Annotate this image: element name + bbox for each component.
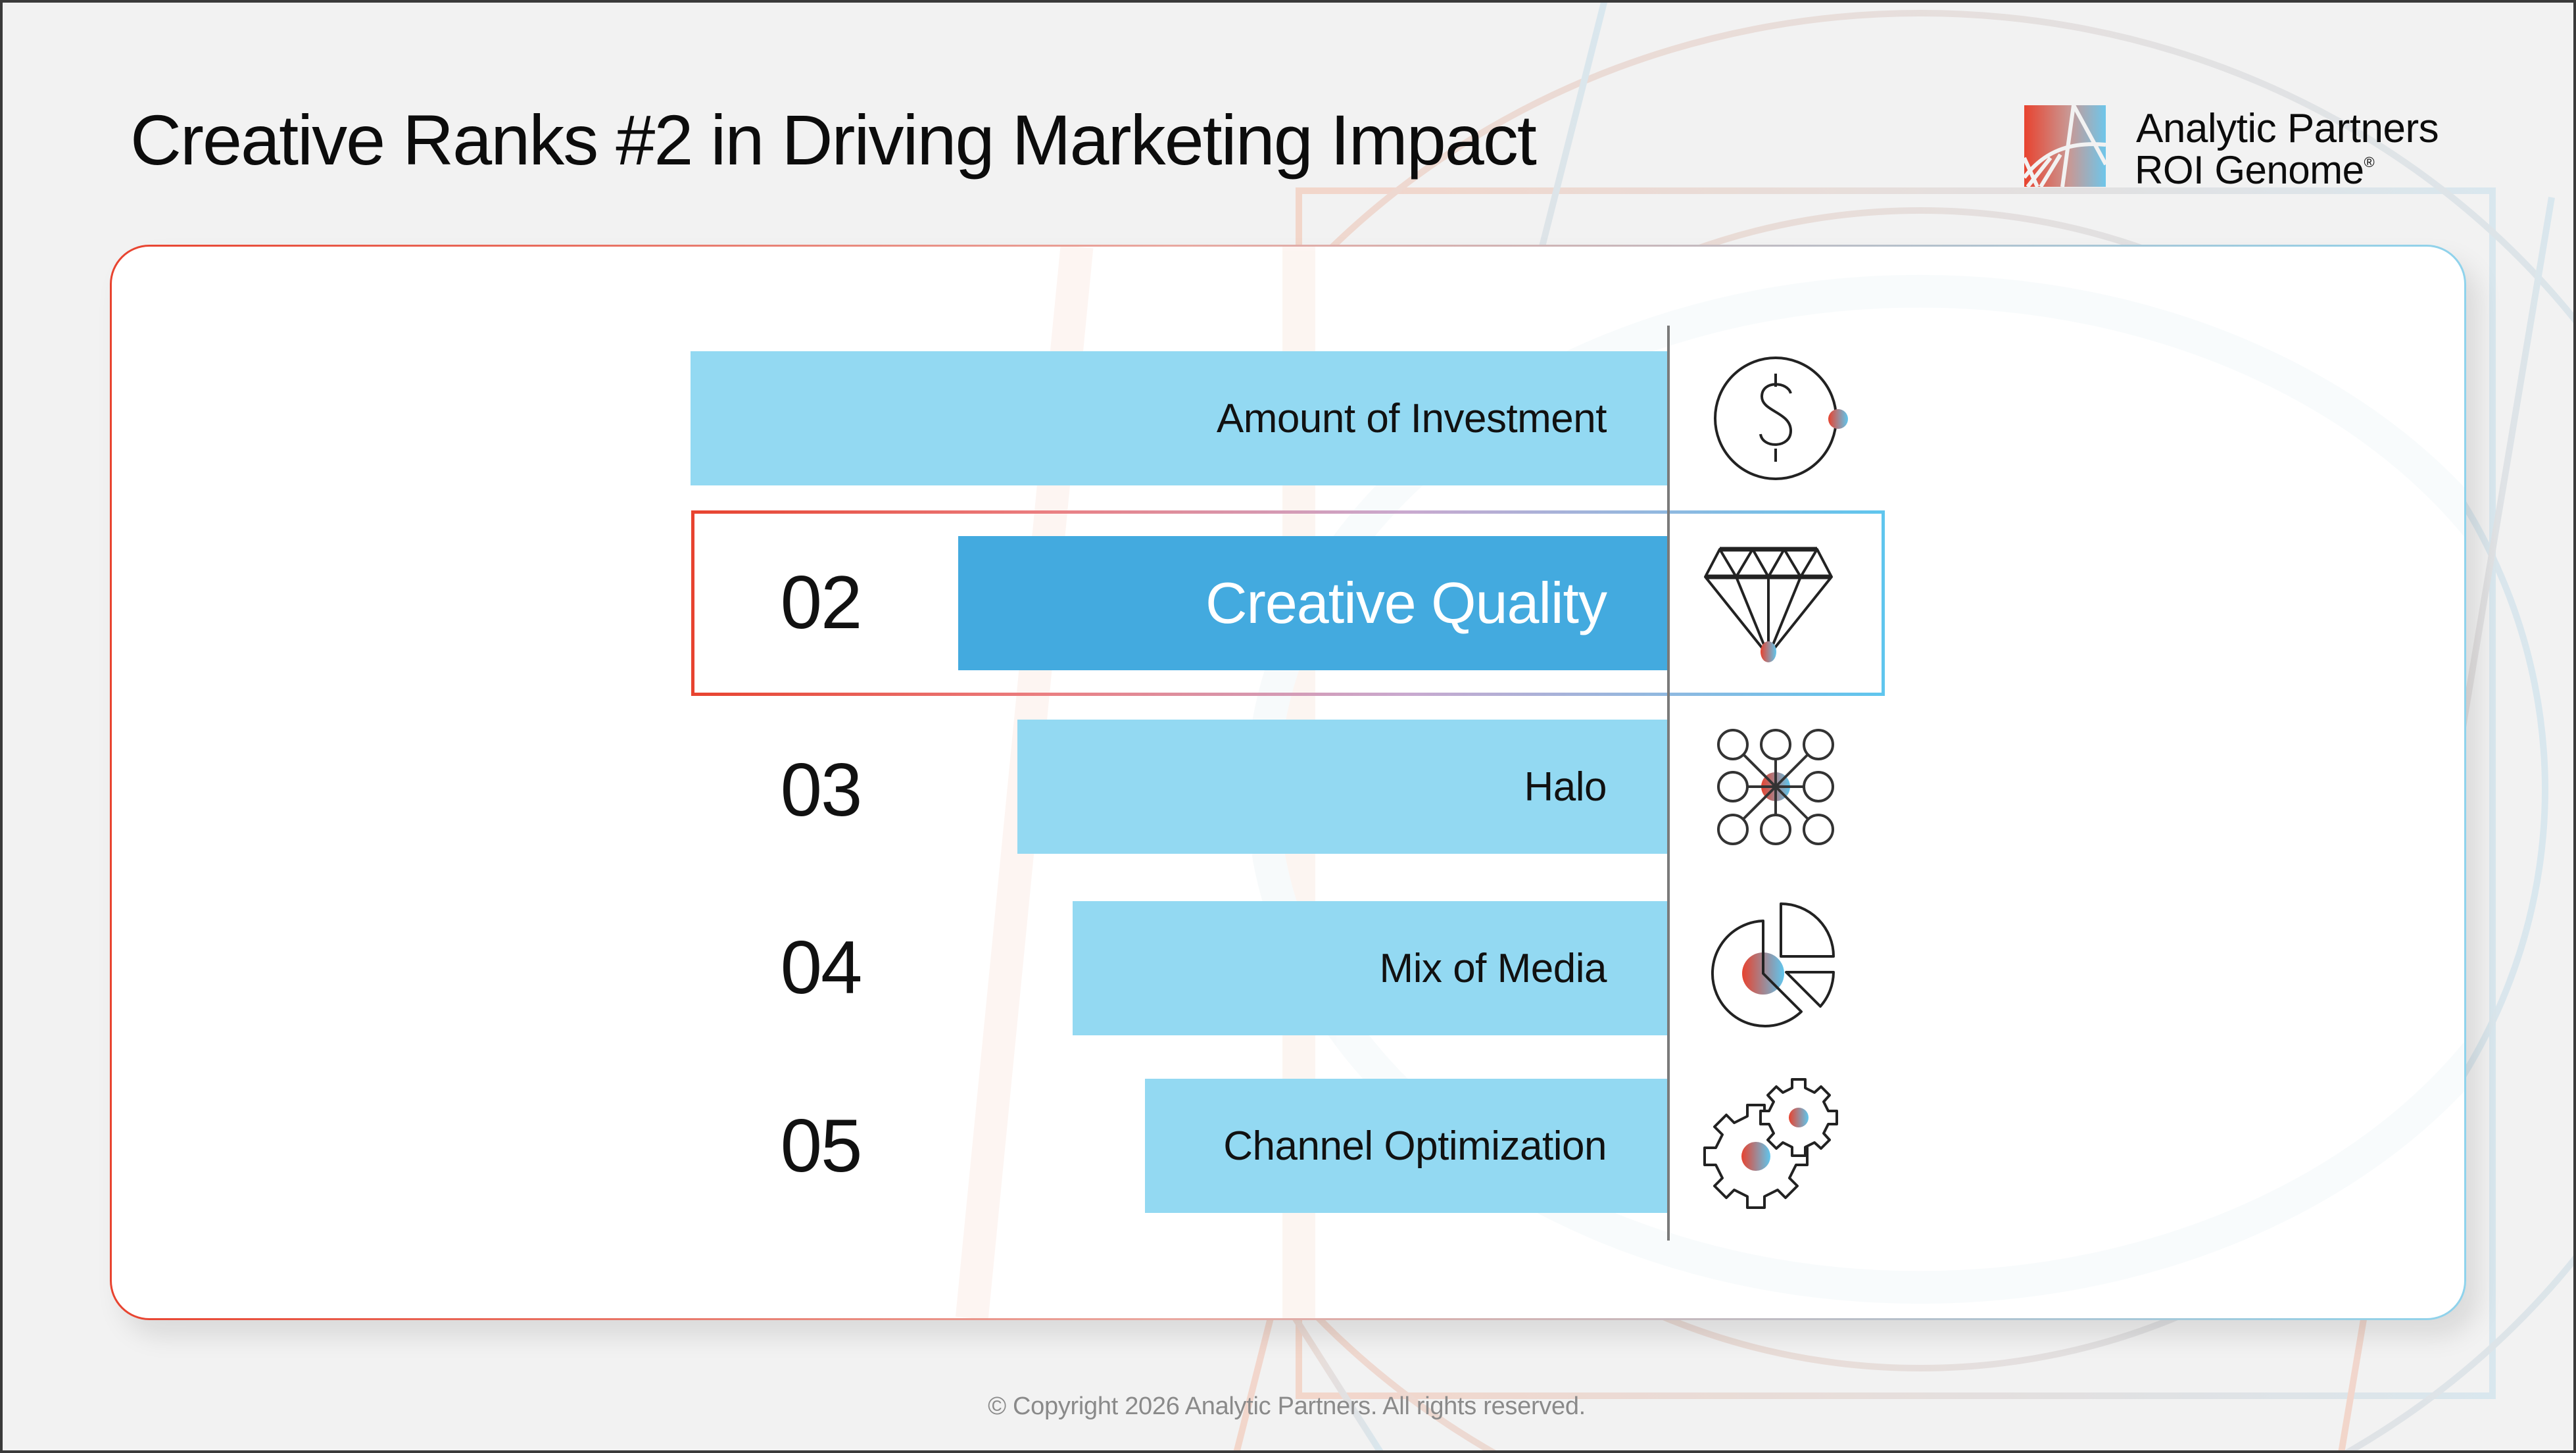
copyright-footer: © Copyright 2026 Analytic Partners. All … bbox=[0, 1392, 2576, 1421]
bar-label: Mix of Media bbox=[1379, 945, 1607, 991]
diamond-icon bbox=[1704, 547, 1833, 662]
analytic-partners-logo-icon bbox=[2024, 105, 2106, 187]
bar-label: Amount of Investment bbox=[1216, 395, 1607, 441]
rank-number-3: 03 bbox=[780, 749, 863, 832]
logo-company-name: Analytic Partners bbox=[2136, 106, 2439, 151]
rank-bar-amount-of-investment: Amount of Investment bbox=[691, 351, 1667, 485]
dollar-coin-icon bbox=[1714, 357, 1848, 480]
brand-logo: Analytic Partners ROI Genome® bbox=[2024, 105, 2550, 193]
page-title: Creative Ranks #2 in Driving Marketing I… bbox=[130, 100, 1537, 180]
logo-product-text: ROI Genome bbox=[2135, 148, 2364, 192]
rank-bar-mix-of-media: Mix of Media bbox=[1073, 901, 1667, 1035]
bar-label: Channel Optimization bbox=[1223, 1123, 1607, 1169]
rank-number-4: 04 bbox=[780, 926, 863, 1010]
network-nodes-icon bbox=[1717, 729, 1834, 845]
pie-chart-icon bbox=[1711, 902, 1835, 1027]
highlight-frame bbox=[691, 510, 1885, 696]
rank-bar-halo: Halo bbox=[1017, 720, 1667, 854]
rank-number-5: 05 bbox=[780, 1104, 863, 1188]
bar-label: Halo bbox=[1524, 764, 1607, 810]
rank-bar-channel-optimization: Channel Optimization bbox=[1145, 1079, 1667, 1213]
axis-divider bbox=[1667, 326, 1670, 1241]
copyright-text: © Copyright 2026 Analytic Partners. All … bbox=[988, 1392, 1586, 1420]
logo-trademark: ® bbox=[2364, 154, 2375, 170]
gears-icon bbox=[1703, 1078, 1838, 1209]
logo-product-name: ROI Genome® bbox=[2135, 147, 2375, 193]
